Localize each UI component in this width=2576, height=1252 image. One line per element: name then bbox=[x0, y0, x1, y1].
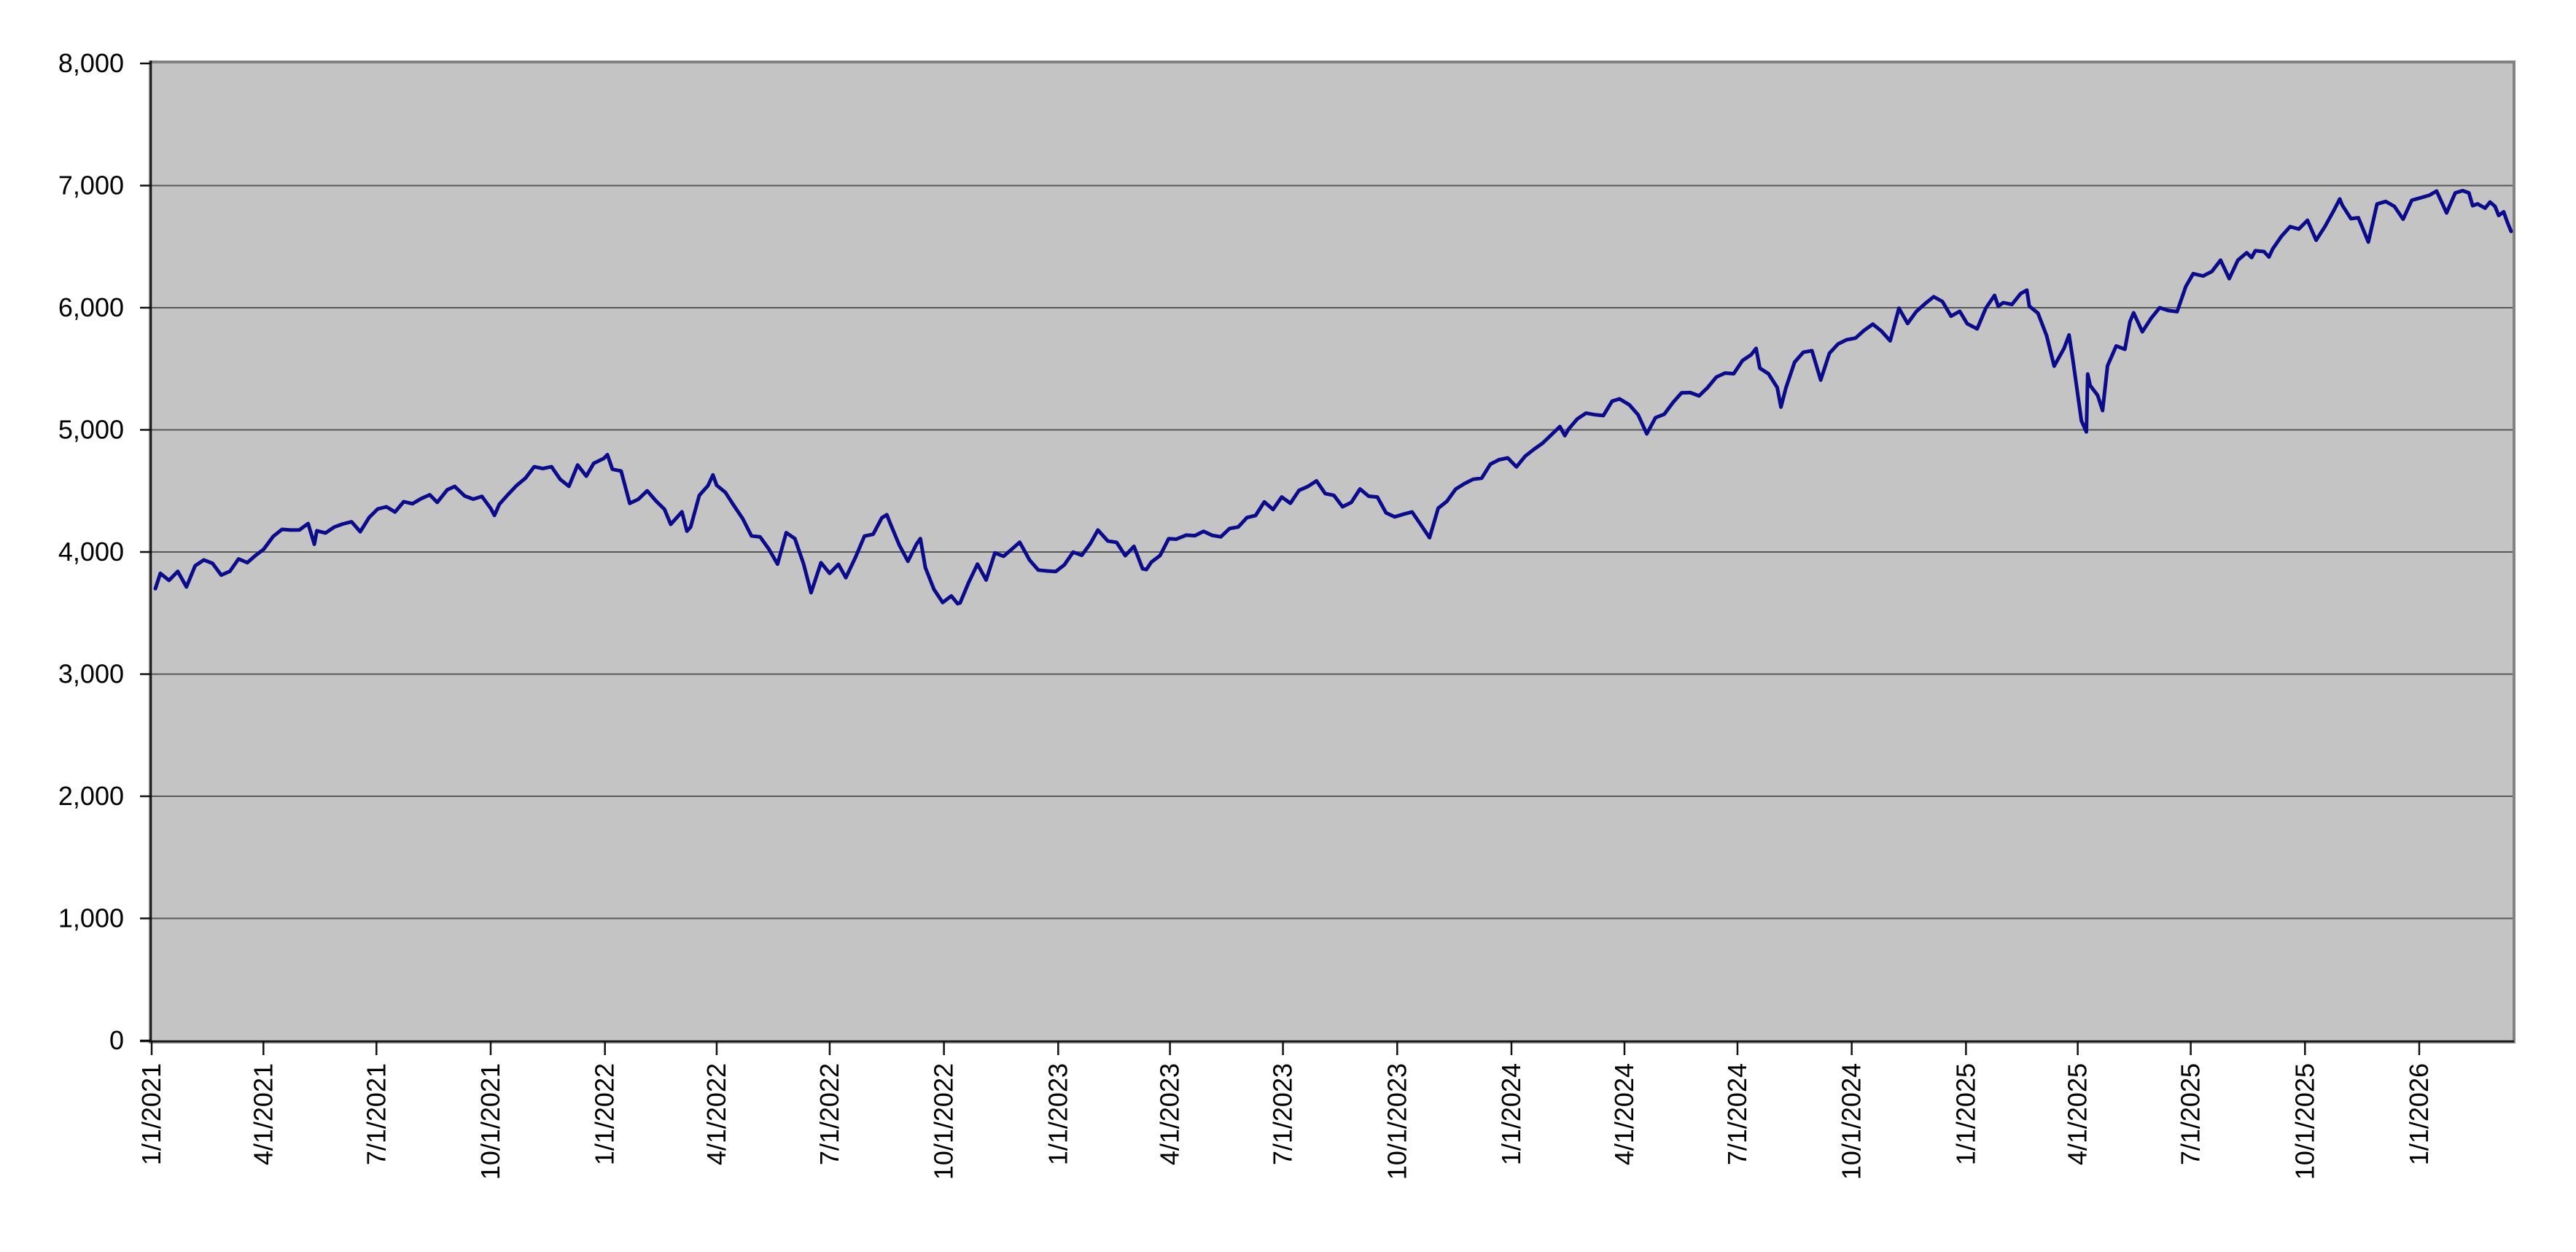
x-axis-label: 10/1/2024 bbox=[1837, 1063, 1867, 1180]
x-axis-label: 7/1/2025 bbox=[2176, 1063, 2206, 1165]
x-axis-label: 1/1/2022 bbox=[590, 1063, 620, 1165]
x-axis-label: 1/1/2024 bbox=[1496, 1063, 1526, 1165]
x-axis-label: 1/1/2021 bbox=[136, 1063, 166, 1165]
x-axis-label: 10/1/2023 bbox=[1382, 1063, 1412, 1180]
y-axis-label: 6,000 bbox=[58, 292, 124, 322]
x-axis-label: 1/1/2025 bbox=[1950, 1063, 1980, 1165]
y-axis-label: 4,000 bbox=[58, 537, 124, 567]
x-axis-label: 7/1/2024 bbox=[1722, 1063, 1752, 1165]
x-axis-label: 4/1/2023 bbox=[1155, 1063, 1185, 1165]
x-axis-label: 7/1/2023 bbox=[1268, 1063, 1298, 1165]
x-axis-label: 4/1/2024 bbox=[1609, 1063, 1639, 1165]
y-axis-label: 8,000 bbox=[58, 48, 124, 78]
x-axis-label: 4/1/2022 bbox=[701, 1063, 731, 1165]
y-axis-label: 3,000 bbox=[58, 659, 124, 689]
x-axis-label: 4/1/2025 bbox=[2063, 1063, 2093, 1165]
y-axis-label: 0 bbox=[109, 1025, 124, 1055]
x-axis-label: 10/1/2021 bbox=[475, 1063, 505, 1180]
x-axis-label: 7/1/2021 bbox=[361, 1063, 391, 1165]
y-axis-label: 7,000 bbox=[58, 171, 124, 201]
price-series-line bbox=[153, 189, 2513, 606]
x-axis-label: 1/1/2023 bbox=[1043, 1063, 1073, 1165]
x-axis-label: 7/1/2022 bbox=[814, 1063, 844, 1165]
y-axis-label: 2,000 bbox=[58, 781, 124, 811]
x-axis-label: 1/1/2026 bbox=[2404, 1063, 2434, 1165]
x-axis-label: 10/1/2025 bbox=[2289, 1063, 2319, 1180]
y-axis-label: 1,000 bbox=[58, 903, 124, 933]
x-axis-label: 10/1/2022 bbox=[929, 1063, 959, 1180]
y-axis-label: 5,000 bbox=[58, 415, 124, 445]
x-axis-label: 4/1/2021 bbox=[248, 1063, 278, 1165]
